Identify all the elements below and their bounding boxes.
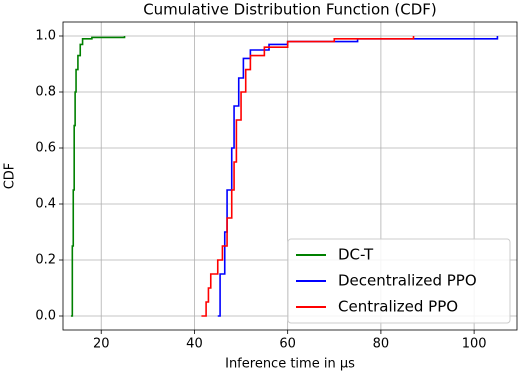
y-tick-label: 0.6 bbox=[35, 141, 56, 156]
chart-title: Cumulative Distribution Function (CDF) bbox=[143, 1, 437, 19]
plot-frame bbox=[62, 21, 518, 331]
y-tick-label: 0.4 bbox=[35, 197, 56, 212]
y-tick-label: 0.8 bbox=[35, 85, 56, 100]
legend-label: DC-T bbox=[338, 246, 374, 264]
y-tick-label: 1.0 bbox=[35, 29, 56, 44]
legend: DC-T Decentralized PPO Centralized PPO bbox=[287, 238, 511, 324]
x-tick-label: 100 bbox=[462, 337, 487, 352]
x-axis-label: Inference time in μs bbox=[225, 357, 355, 372]
x-tick-label: 20 bbox=[93, 337, 110, 352]
cdf-line bbox=[201, 36, 415, 317]
x-tick-label: 60 bbox=[279, 337, 296, 352]
x-tick-label: 80 bbox=[373, 337, 390, 352]
legend-label: Centralized PPO bbox=[338, 298, 458, 316]
cdf-line bbox=[70, 36, 126, 317]
y-tick-label: 0.2 bbox=[35, 253, 56, 268]
y-axis-label: CDF bbox=[3, 163, 18, 190]
legend-label: Decentralized PPO bbox=[338, 272, 477, 290]
x-tick-label: 40 bbox=[186, 337, 203, 352]
legend-box bbox=[287, 238, 511, 324]
y-tick-label: 0.0 bbox=[35, 309, 56, 324]
